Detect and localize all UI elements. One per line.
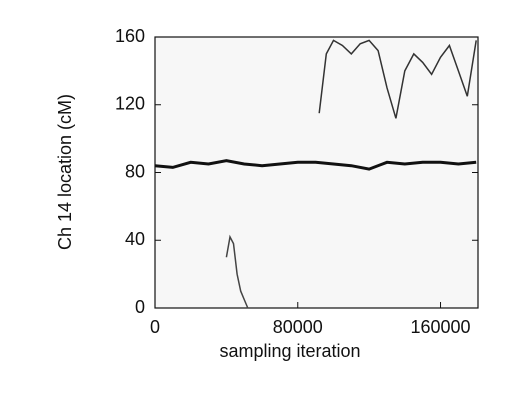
- trace-line: [318, 39, 477, 119]
- trace-line: [154, 159, 477, 171]
- x-tick-label: 80000: [273, 317, 323, 337]
- x-tick-label: 160000: [410, 317, 470, 337]
- x-axis-label: sampling iteration: [219, 341, 360, 361]
- x-tick-label: 0: [150, 317, 160, 337]
- y-tick-label: 40: [125, 229, 145, 249]
- y-tick-label: 0: [135, 297, 145, 317]
- y-tick-label: 80: [125, 161, 145, 181]
- y-tick-label: 120: [115, 94, 145, 114]
- y-axis-label: Ch 14 location (cM): [55, 94, 75, 250]
- y-tick-label: 160: [115, 26, 145, 46]
- plot-frame: [154, 36, 479, 309]
- trace-line: [225, 234, 249, 309]
